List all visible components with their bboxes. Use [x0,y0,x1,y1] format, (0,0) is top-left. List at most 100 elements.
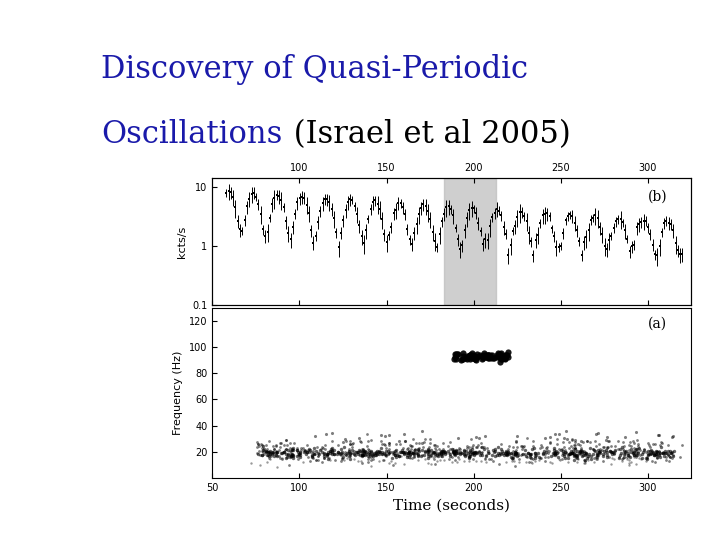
Point [510,448,521,456]
Point [568,451,580,460]
Point [313,449,325,458]
Point [657,449,669,457]
Point [280,435,292,444]
Point [394,437,405,445]
Point [383,439,395,448]
Point [659,449,670,457]
Point [593,448,604,456]
Point [592,453,603,461]
Point [464,351,475,360]
Point [443,449,454,457]
Point [629,443,640,452]
Point [340,450,351,459]
Point [343,447,355,455]
Point [444,450,456,458]
Point [549,429,561,438]
Point [524,453,536,461]
Point [590,430,601,438]
Point [493,350,505,359]
Point [436,447,447,456]
Point [618,447,629,455]
Point [336,455,347,463]
Point [628,450,639,459]
Point [285,450,297,458]
Point [648,450,660,458]
Point [510,449,522,457]
Point [268,448,279,456]
Point [549,451,560,460]
Point [559,434,570,443]
Point [420,447,431,455]
Point [338,437,349,446]
Point [634,446,646,455]
Point [251,449,262,457]
Point [580,448,591,456]
Point [647,448,659,456]
Point [482,449,493,457]
Point [261,457,273,466]
Point [591,448,603,457]
Point [449,450,460,458]
Point [676,441,688,450]
Point [645,450,657,458]
Point [276,449,287,457]
Point [452,446,464,455]
Point [328,449,339,458]
Point [428,448,439,456]
Point [365,448,377,457]
Point [353,456,364,465]
Point [554,455,565,464]
Point [430,446,441,454]
Point [577,450,589,459]
Point [553,455,564,464]
Point [617,444,629,453]
Point [631,444,643,453]
Point [350,448,361,456]
Point [449,448,460,457]
Point [447,447,459,455]
Point [421,447,433,455]
Point [429,444,441,453]
Point [582,451,593,460]
Point [469,450,480,459]
Point [364,450,376,459]
Point [422,447,433,455]
Point [558,452,570,461]
Point [488,448,500,456]
Point [403,448,415,456]
Point [631,453,642,462]
Point [257,441,269,450]
Point [338,443,349,452]
Point [605,442,616,450]
Point [307,453,318,462]
Point [667,431,679,440]
Point [407,448,418,457]
Point [602,436,613,445]
Point [438,449,449,458]
Point [335,449,346,457]
Point [574,447,585,455]
Point [331,450,343,458]
Point [555,446,567,455]
Point [657,447,669,456]
Point [393,451,405,460]
Point [559,446,571,455]
Point [531,450,542,459]
Point [279,441,290,450]
Point [524,451,536,460]
Point [320,450,332,458]
Point [587,444,598,453]
Point [641,454,652,462]
Point [326,437,338,446]
Point [526,458,538,467]
Point [644,443,655,451]
Point [442,442,454,450]
Point [316,458,328,467]
Point [651,449,662,458]
Point [508,450,519,458]
Point [284,453,296,462]
Point [278,448,289,456]
Point [415,451,427,460]
Point [462,351,473,360]
Point [607,448,618,456]
